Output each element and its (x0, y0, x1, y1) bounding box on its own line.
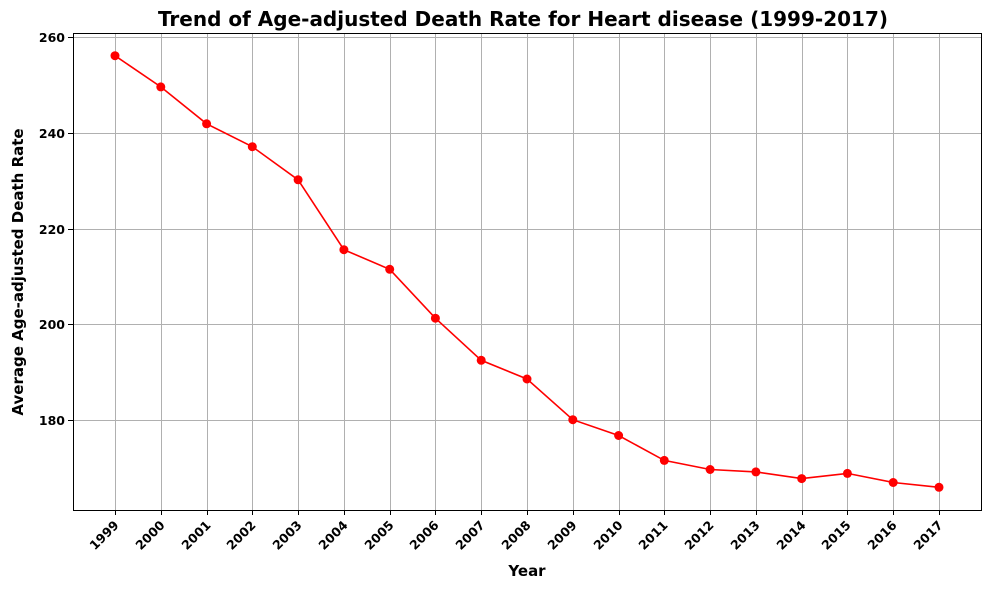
data-point (751, 467, 761, 477)
series-layer (110, 51, 944, 492)
axis-ticks: 1999 2000 2001 2002 2003 2004 2005 2006 2007 2008… (39, 30, 946, 553)
x-axis-label: Year (507, 562, 546, 580)
x-tick-label: 2010 (590, 517, 625, 552)
y-tick-label: 180 (39, 413, 65, 428)
y-tick-label: 220 (39, 222, 65, 237)
x-tick-label: 2004 (315, 517, 350, 552)
data-point (797, 474, 807, 484)
y-tick-label: 260 (39, 30, 65, 45)
x-tick-label: 2000 (132, 517, 167, 552)
x-tick-label: 2016 (864, 517, 899, 552)
y-axis-label: Average Age-adjusted Death Rate (9, 128, 27, 415)
data-point (705, 465, 715, 474)
x-tick-label: 2015 (818, 518, 853, 553)
data-point (522, 374, 532, 384)
x-tick-label: 1999 (86, 518, 121, 553)
data-point (934, 482, 944, 492)
chart-title: Trend of Age-adjusted Death Rate for Hea… (158, 7, 888, 31)
x-tick-label: 2003 (269, 518, 304, 553)
x-tick-label: 2011 (635, 518, 670, 553)
data-point (385, 264, 395, 274)
x-tick-label: 2009 (544, 518, 579, 553)
data-point (568, 415, 578, 425)
x-tick-label: 2017 (910, 518, 945, 553)
x-tick-label: 2014 (773, 517, 808, 552)
data-point (888, 478, 898, 487)
grid-lines (73, 33, 981, 510)
x-tick-label: 2008 (498, 518, 533, 553)
data-point (430, 313, 440, 323)
x-tick-label: 2007 (452, 518, 487, 553)
data-point (614, 431, 624, 440)
x-tick-label: 2002 (223, 518, 258, 553)
data-point (247, 142, 257, 152)
x-tick-label: 2005 (361, 518, 396, 553)
y-tick-label: 200 (39, 317, 65, 332)
x-tick-label: 2006 (406, 517, 441, 552)
data-point (110, 51, 120, 61)
data-point (476, 355, 486, 365)
data-point (339, 245, 349, 255)
data-point (659, 455, 669, 465)
data-point (293, 175, 303, 185)
y-tick-label: 240 (39, 126, 65, 141)
x-tick-label: 2012 (681, 518, 716, 553)
data-point (156, 82, 166, 92)
x-tick-label: 2013 (727, 518, 762, 553)
data-point (202, 119, 212, 129)
x-tick-label: 2001 (178, 518, 213, 553)
data-point (842, 468, 852, 478)
